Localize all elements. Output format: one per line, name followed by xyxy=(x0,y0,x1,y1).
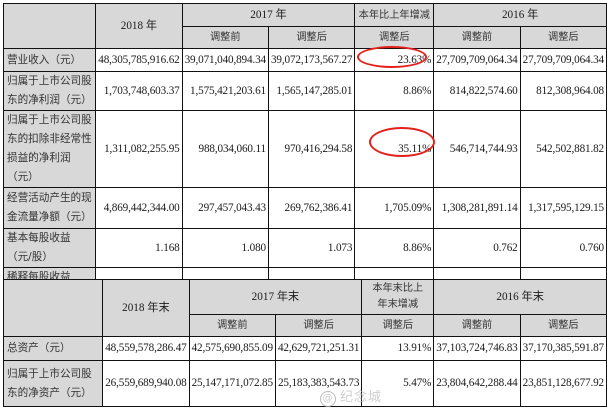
header-2018-end: 2018 年末 xyxy=(102,279,190,337)
header-2017: 2017 年 xyxy=(181,3,356,27)
table-row: 营业收入（元） 48,305,785,916.62 39,071,040,894… xyxy=(2,46,607,72)
header-2016-before: 调整前 xyxy=(433,314,521,337)
value-2017-before: 42,575,690,855.09 xyxy=(188,336,276,361)
value-change: 8.86% xyxy=(354,71,435,111)
table-row: 经营活动产生的现金流量净额（元） 4,869,442,344.00 297,45… xyxy=(2,187,607,229)
value-change: 8.86% xyxy=(354,228,435,268)
value-2018: 48,305,785,916.62 xyxy=(95,48,183,72)
value-2017-after: 42,629,721,251.31 xyxy=(274,336,363,361)
value-2017-before: 25,147,171,072.85 xyxy=(188,360,276,407)
header-2017-after: 调整后 xyxy=(274,314,363,337)
value-2016-before: 0.762 xyxy=(433,228,521,268)
header-2017-before: 调整前 xyxy=(188,314,276,337)
value-change: 5.47% xyxy=(361,360,435,407)
header-2017-end: 2017 年末 xyxy=(188,279,363,315)
header-2017-after: 调整后 xyxy=(267,26,356,49)
value-2016-before: 814,822,574.60 xyxy=(433,71,521,111)
value-2016-after: 23,851,128,677.92 xyxy=(519,360,607,407)
value-2017-after: 1.073 xyxy=(267,228,356,268)
value-2018: 1,311,082,255.95 xyxy=(95,110,183,188)
header-2017-before: 调整前 xyxy=(181,26,269,49)
value-change: 1,705.09% xyxy=(354,187,435,229)
row-label: 营业收入（元） xyxy=(2,48,97,72)
row-label: 归属于上市公司股东的净资产（元） xyxy=(2,360,104,407)
weibo-logo-icon: @ xyxy=(320,391,336,407)
corner-header xyxy=(2,279,104,337)
header-2016-end: 2016 年末 xyxy=(433,279,607,315)
value-2017-before: 988,034,060.11 xyxy=(181,110,269,188)
value-2017-before: 1.080 xyxy=(181,228,269,268)
value-2017-before: 39,071,040,894.34 xyxy=(181,48,269,72)
value-2016-before: 546,714,744.93 xyxy=(433,110,521,188)
row-label: 归属于上市公司股东的净利润（元） xyxy=(2,71,97,111)
value-change-circled: 35.11% xyxy=(354,110,436,188)
weibo-watermark: @ 纪念城 xyxy=(320,386,382,407)
value-change: 13.91% xyxy=(361,336,435,361)
corner-header xyxy=(2,3,97,49)
value-2018: 4,869,442,344.00 xyxy=(95,187,183,229)
row-label: 总资产（元） xyxy=(2,336,104,361)
header-2016-after: 调整后 xyxy=(519,26,607,49)
value-2016-after: 542,502,881.82 xyxy=(519,110,607,188)
value-2016-after: 27,709,709,064.34 xyxy=(519,48,607,72)
value-2017-after: 269,762,386.41 xyxy=(267,187,356,229)
header-change-after: 调整后 xyxy=(354,26,435,49)
table-row: 归属于上市公司股东的净资产（元） 26,559,689,940.08 25,14… xyxy=(2,360,607,407)
value-2017-before: 297,457,043.43 xyxy=(181,187,269,229)
value-2017-after: 39,072,173,567.27 xyxy=(267,48,356,72)
value-2016-before: 37,103,724,746.83 xyxy=(433,336,521,361)
value-2016-after: 0.760 xyxy=(519,228,607,268)
table-row: 归属于上市公司股东的扣除非经常性损益的净利润（元） 1,311,082,255.… xyxy=(2,110,607,188)
header-change-after: 调整后 xyxy=(361,314,435,337)
table-row: 基本每股收益（元/股） 1.168 1.080 1.073 8.86% 0.76… xyxy=(2,228,607,268)
value-2018: 1,703,748,603.37 xyxy=(95,71,183,111)
table-row: 归属于上市公司股东的净利润（元） 1,703,748,603.37 1,575,… xyxy=(2,71,607,111)
header-change: 本年比上年增减 xyxy=(354,3,435,27)
value-2018: 1.168 xyxy=(95,228,183,268)
row-label: 归属于上市公司股东的扣除非经常性损益的净利润（元） xyxy=(2,110,97,188)
value-2016-before: 27,709,709,064.34 xyxy=(433,48,521,72)
value-2016-after: 812,308,964.08 xyxy=(519,71,607,111)
header-2016-after: 调整后 xyxy=(519,314,607,337)
table-row: 总资产（元） 48,559,578,286.47 42,575,690,855.… xyxy=(2,336,607,361)
value-change-circled: 23.63% xyxy=(354,46,435,72)
financial-table-assets: 2018 年末 2017 年末 本年末比上年末增减 2016 年末 调整前 调整… xyxy=(2,279,607,407)
row-label: 基本每股收益（元/股） xyxy=(2,228,97,268)
value-2016-before: 23,804,642,288.44 xyxy=(433,360,521,407)
value-2016-before: 1,308,281,891.14 xyxy=(433,187,521,229)
header-2016: 2016 年 xyxy=(433,3,607,27)
header-change: 本年末比上年末增减 xyxy=(361,279,435,315)
header-2018: 2018 年 xyxy=(95,3,183,49)
value-2018: 48,559,578,286.47 xyxy=(102,336,190,361)
value-2018: 26,559,689,940.08 xyxy=(102,360,190,407)
value-2017-after: 970,416,294.58 xyxy=(267,110,356,188)
header-2016-before: 调整前 xyxy=(433,26,521,49)
value-2016-after: 37,170,385,591.87 xyxy=(519,336,607,361)
value-2017-after: 25,183,383,543.73 xyxy=(274,360,363,407)
row-label: 经营活动产生的现金流量净额（元） xyxy=(2,187,97,229)
value-2016-after: 1,317,595,129.15 xyxy=(519,187,607,229)
value-2017-after: 1,565,147,285.01 xyxy=(267,71,356,111)
value-2017-before: 1,575,421,203.61 xyxy=(181,71,269,111)
